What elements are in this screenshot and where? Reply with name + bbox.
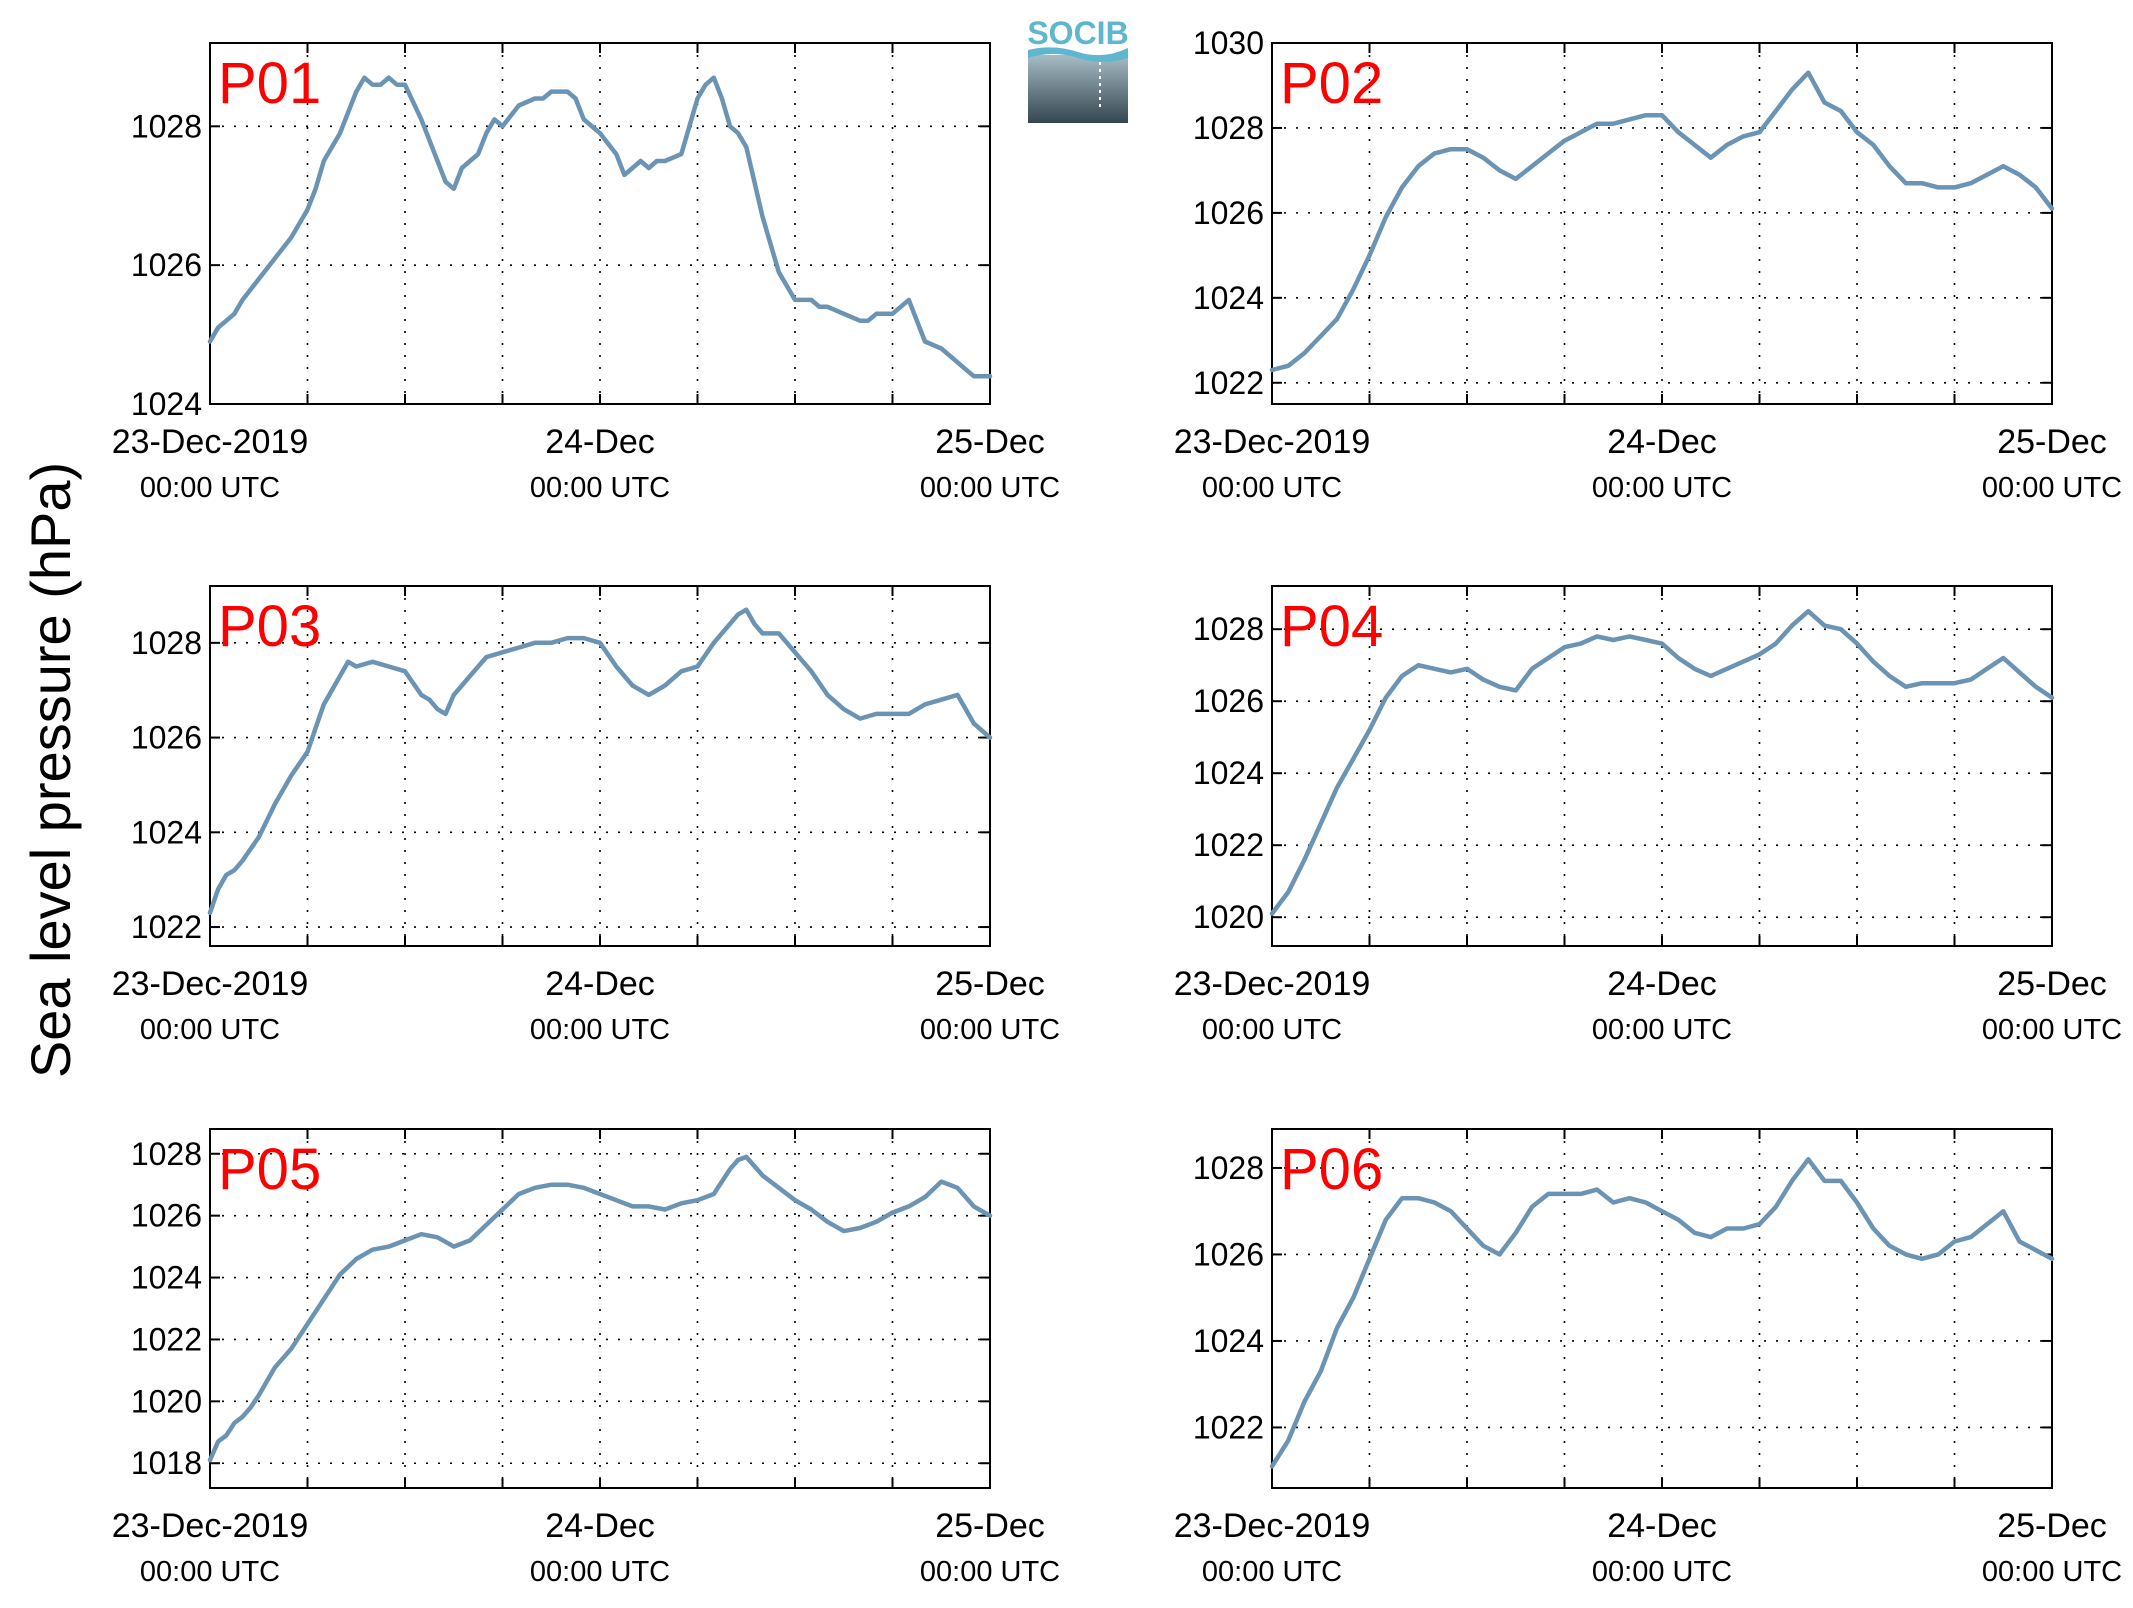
y-tick-label: 1026 bbox=[131, 1198, 202, 1234]
x-time-label: 00:00 UTC bbox=[1592, 1014, 1732, 1046]
y-tick-label: 1028 bbox=[1193, 611, 1264, 647]
panel-label: P04 bbox=[1280, 594, 1383, 659]
x-time-label: 00:00 UTC bbox=[920, 1556, 1060, 1588]
x-date-label: 24-Dec bbox=[1607, 423, 1717, 461]
y-tick-label: 1030 bbox=[1193, 25, 1264, 61]
panel-label: P05 bbox=[218, 1137, 321, 1202]
x-time-label: 00:00 UTC bbox=[530, 1014, 670, 1046]
y-tick-label: 1024 bbox=[131, 386, 202, 422]
y-tick-label: 1022 bbox=[1193, 1409, 1264, 1445]
x-date-label: 23-Dec-2019 bbox=[112, 423, 309, 461]
x-time-label: 00:00 UTC bbox=[920, 472, 1060, 504]
y-tick-label: 1024 bbox=[131, 814, 202, 850]
x-time-label: 00:00 UTC bbox=[1202, 472, 1342, 504]
x-date-label: 23-Dec-2019 bbox=[112, 965, 309, 1003]
panel-label: P03 bbox=[218, 594, 321, 659]
y-tick-label: 1024 bbox=[131, 1260, 202, 1296]
x-time-label: 00:00 UTC bbox=[1982, 1556, 2122, 1588]
x-date-label: 23-Dec-2019 bbox=[1174, 1507, 1371, 1545]
panel-p01: 1024 1026 1028 23-Dec-2019 00:00 UTC 24-Dec 00… bbox=[112, 42, 1060, 504]
x-date-label: 24-Dec bbox=[545, 965, 655, 1003]
x-date-label: 23-Dec-2019 bbox=[1174, 423, 1371, 461]
panel-label: P01 bbox=[218, 51, 321, 116]
x-time-label: 00:00 UTC bbox=[1202, 1014, 1342, 1046]
x-time-label: 00:00 UTC bbox=[1592, 1556, 1732, 1588]
pressure-series-line bbox=[1269, 70, 2055, 373]
panel-p04: 1020 1022 1024 1026 1028 23-Dec-2019 00:00 UTC… bbox=[1174, 585, 2122, 1046]
y-tick-label: 1028 bbox=[1193, 110, 1264, 146]
panel-label: P06 bbox=[1280, 1137, 1383, 1202]
x-date-label: 25-Dec bbox=[1997, 965, 2107, 1003]
x-date-label: 25-Dec bbox=[1997, 423, 2107, 461]
x-date-label: 25-Dec bbox=[935, 965, 1045, 1003]
x-date-label: 23-Dec-2019 bbox=[112, 1507, 309, 1545]
pressure-series-line bbox=[207, 1154, 993, 1463]
x-date-label: 24-Dec bbox=[545, 423, 655, 461]
y-tick-label: 1026 bbox=[131, 247, 202, 283]
y-axis-label: Sea level pressure (hPa) bbox=[19, 462, 82, 1078]
y-tick-label: 1022 bbox=[1193, 365, 1264, 401]
y-tick-label: 1024 bbox=[1193, 755, 1264, 791]
x-date-label: 23-Dec-2019 bbox=[1174, 965, 1371, 1003]
x-date-label: 24-Dec bbox=[1607, 965, 1717, 1003]
socib-logo-block bbox=[1028, 55, 1128, 123]
y-tick-label: 1022 bbox=[131, 1321, 202, 1357]
pressure-series-line bbox=[1269, 608, 2055, 916]
x-date-label: 25-Dec bbox=[935, 1507, 1045, 1545]
y-tick-label: 1022 bbox=[131, 909, 202, 945]
y-tick-label: 1026 bbox=[131, 720, 202, 756]
y-tick-label: 1026 bbox=[1193, 1236, 1264, 1272]
socib-logo: SOCIB bbox=[1027, 15, 1129, 123]
pressure-series-line bbox=[207, 607, 993, 916]
socib-logo-text: SOCIB bbox=[1027, 15, 1128, 51]
x-time-label: 00:00 UTC bbox=[1202, 1556, 1342, 1588]
y-tick-label: 1020 bbox=[1193, 899, 1264, 935]
x-time-label: 00:00 UTC bbox=[530, 472, 670, 504]
x-date-label: 25-Dec bbox=[1997, 1507, 2107, 1545]
x-time-label: 00:00 UTC bbox=[1982, 472, 2122, 504]
y-tick-label: 1018 bbox=[131, 1445, 202, 1481]
y-tick-label: 1026 bbox=[1193, 683, 1264, 719]
panel-p03: 1022 1024 1026 1028 23-Dec-2019 00:00 UTC 24-D… bbox=[112, 585, 1060, 1046]
pressure-series-line bbox=[207, 75, 993, 379]
y-tick-label: 1026 bbox=[1193, 195, 1264, 231]
y-tick-label: 1028 bbox=[131, 625, 202, 661]
socib-logo-wave bbox=[1028, 47, 1128, 62]
x-date-label: 24-Dec bbox=[1607, 1507, 1717, 1545]
y-tick-label: 1022 bbox=[1193, 827, 1264, 863]
y-tick-label: 1024 bbox=[1193, 280, 1264, 316]
x-date-label: 24-Dec bbox=[545, 1507, 655, 1545]
x-time-label: 00:00 UTC bbox=[1982, 1014, 2122, 1046]
x-time-label: 00:00 UTC bbox=[140, 1014, 280, 1046]
x-time-label: 00:00 UTC bbox=[1592, 472, 1732, 504]
x-time-label: 00:00 UTC bbox=[920, 1014, 1060, 1046]
y-tick-label: 1028 bbox=[1193, 1150, 1264, 1186]
y-tick-label: 1028 bbox=[131, 108, 202, 144]
y-tick-label: 1024 bbox=[1193, 1323, 1264, 1359]
x-time-label: 00:00 UTC bbox=[530, 1556, 670, 1588]
y-tick-label: 1028 bbox=[131, 1136, 202, 1172]
panel-p06: 1022 1024 1026 1028 23-Dec-2019 00:00 UTC 24-D… bbox=[1174, 1128, 2122, 1588]
panel-p02: 1022 1024 1026 1028 1030 23-Dec-2019 00:00 UTC… bbox=[1174, 25, 2122, 504]
y-tick-label: 1020 bbox=[131, 1383, 202, 1419]
x-date-label: 25-Dec bbox=[935, 423, 1045, 461]
pressure-series-line bbox=[1269, 1157, 2055, 1469]
x-time-label: 00:00 UTC bbox=[140, 1556, 280, 1588]
panel-label: P02 bbox=[1280, 51, 1383, 116]
panel-p05: 1018 1020 1022 1024 1026 1028 23-Dec-2019 00:00… bbox=[112, 1128, 1060, 1588]
panels: 1024 1026 1028 23-Dec-2019 00:00 UTC 24-Dec 00… bbox=[112, 25, 2122, 1588]
x-time-label: 00:00 UTC bbox=[140, 472, 280, 504]
